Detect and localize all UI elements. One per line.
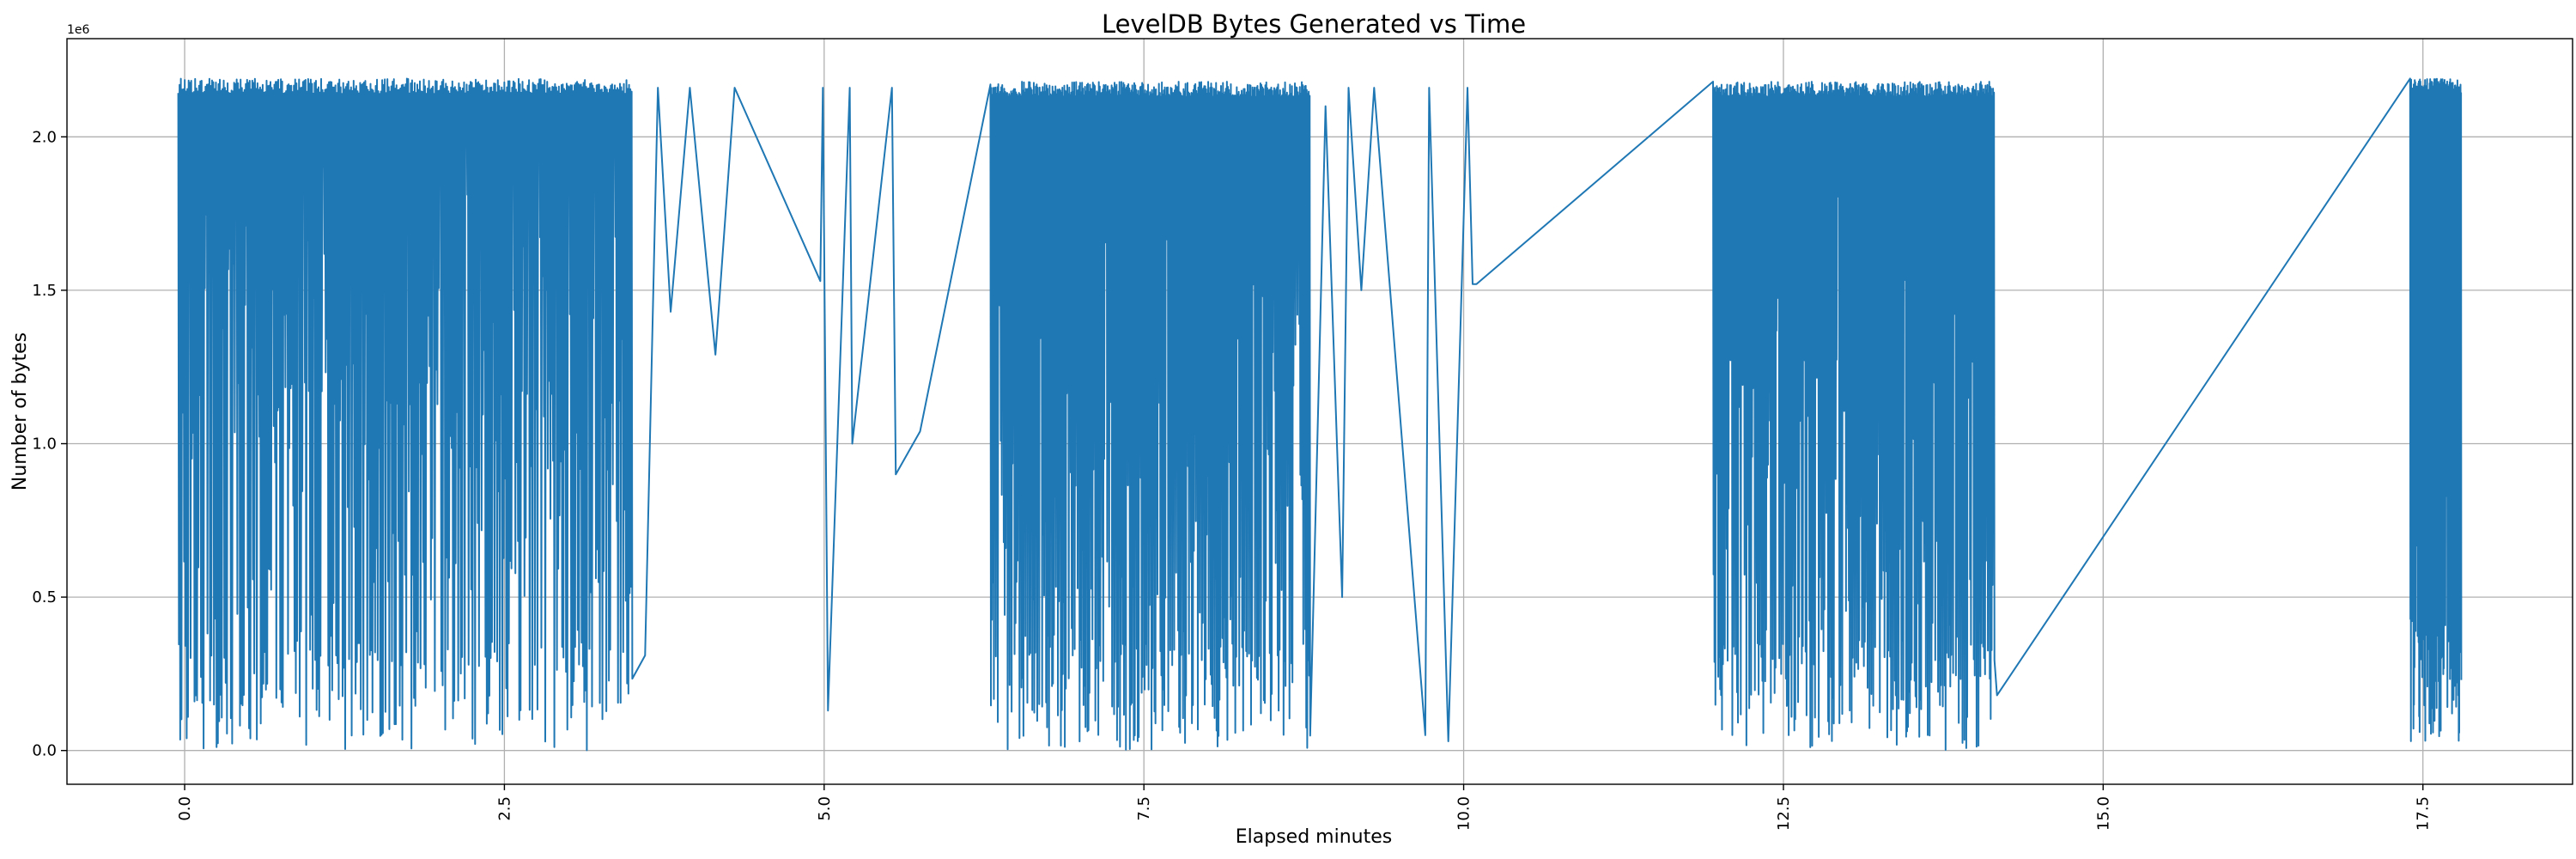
y-tick-label: 1.5 [32,282,57,300]
x-tick-label: 2.5 [495,796,513,821]
y-tick-label: 2.0 [32,128,57,146]
y-axis-label: Number of bytes [9,332,31,490]
series-layer [177,77,2463,752]
x-tick-label: 5.0 [816,796,834,821]
x-tick-label: 7.5 [1135,796,1153,821]
y-offset-label: 1e6 [67,23,90,37]
x-tick-label: 12.5 [1775,796,1793,831]
x-axis-ticks: 0.0 2.5 5.0 7.5 10.0 12.5 15.0 17.5 [176,784,2433,831]
x-tick-label: 17.5 [2415,796,2433,831]
chart-title: LevelDB Bytes Generated vs Time [1102,9,1526,39]
y-tick-label: 0.0 [32,742,57,760]
y-tick-label: 1.0 [32,436,57,454]
plot-frame [66,38,2573,785]
y-axis-ticks: 0.0 0.5 1.0 1.5 2.0 [32,128,67,760]
x-tick-label: 15.0 [2094,796,2112,831]
x-tick-label: 10.0 [1455,796,1473,831]
y-tick-label: 0.5 [32,588,57,606]
x-tick-label: 0.0 [176,796,194,821]
series-line [177,77,2463,752]
x-axis-label: Elapsed minutes [1236,826,1392,848]
